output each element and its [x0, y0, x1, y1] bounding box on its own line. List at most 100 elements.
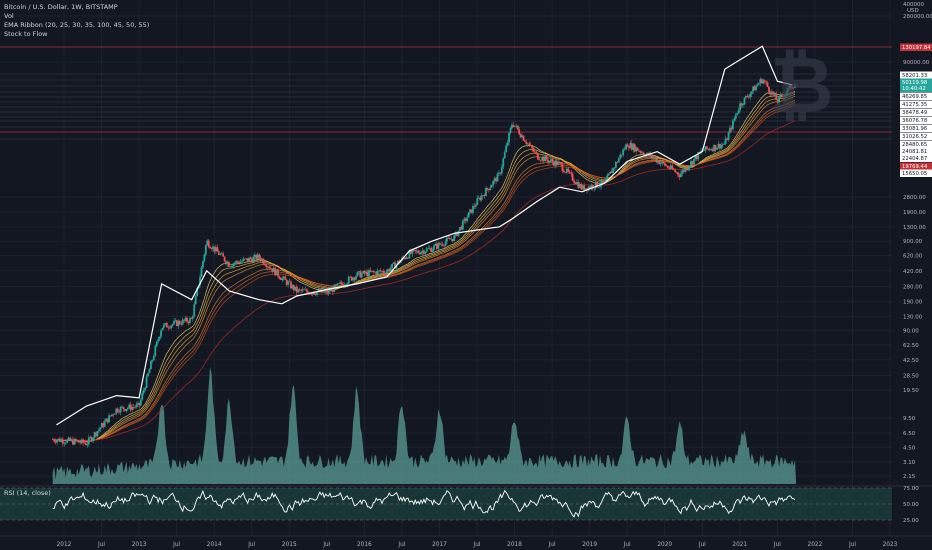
price-candle-body	[461, 220, 464, 230]
ema-ribbon-indicator-label[interactable]: EMA Ribbon (20, 25, 30, 35, 100, 45, 50,…	[4, 21, 150, 29]
price-candle-body	[457, 230, 460, 237]
price-candle-body	[264, 263, 266, 266]
price-candle-body	[274, 267, 277, 276]
rsi-line	[52, 489, 796, 518]
price-candle-body	[684, 167, 687, 172]
price-candle-body	[203, 254, 206, 262]
rsi-indicator-label[interactable]: RSI (14, close)	[4, 489, 51, 497]
price-candle-body	[66, 439, 69, 443]
price-axis-tick: 280000.00	[903, 14, 932, 20]
price-candle-body	[135, 404, 138, 408]
price-candle-body	[108, 415, 110, 423]
price-candle-body	[187, 321, 190, 324]
price-candle-body	[672, 169, 675, 170]
stock-to-flow-indicator-label[interactable]: Stock to Flow	[4, 30, 48, 38]
price-candle-body	[525, 141, 528, 144]
price-candle-body	[474, 204, 477, 207]
price-candle-body	[95, 432, 97, 436]
price-candle-body	[122, 406, 125, 410]
price-candle-body	[139, 399, 142, 406]
price-candle-body	[121, 406, 123, 408]
price-candle-body	[210, 248, 213, 250]
price-candle-body	[496, 173, 499, 182]
time-axis-tick: Jul	[172, 542, 180, 548]
price-axis-tick: 90.00	[903, 329, 919, 335]
price-candle-body	[512, 124, 515, 127]
price-candle-body	[51, 439, 54, 441]
price-candle-body	[730, 127, 733, 130]
level-label-box	[900, 84, 932, 92]
level-label-text: 36076.78	[902, 118, 928, 124]
level-label-text: 58201.33	[902, 73, 927, 79]
price-candle-body	[785, 92, 788, 95]
price-candle-body	[334, 284, 337, 286]
price-axis-tick: 28.50	[903, 373, 919, 379]
time-axis-tick: 2014	[207, 542, 222, 548]
level-label-box	[900, 147, 932, 155]
symbol-title[interactable]: Bitcoin / U.S. Dollar, 1W, BITSTAMP	[4, 3, 118, 11]
price-candle-body	[422, 250, 425, 254]
price-candle-body	[379, 270, 382, 272]
price-candle-body	[342, 284, 344, 286]
price-candle-body	[505, 145, 508, 153]
price-candle-body	[258, 254, 261, 258]
price-candle-body	[680, 173, 682, 178]
price-candle-body	[90, 437, 93, 441]
price-candle-body	[106, 418, 109, 423]
price-candle-body	[183, 319, 186, 321]
price-candle-body	[171, 324, 174, 326]
price-candle-body	[321, 289, 324, 293]
volume-indicator-label[interactable]: Vol	[4, 12, 14, 20]
price-candle-body	[603, 181, 606, 183]
price-candle-body	[128, 404, 131, 408]
price-candle-body	[473, 205, 476, 207]
price-candle-body	[469, 209, 471, 213]
price-candle-body	[219, 254, 222, 255]
price-candle-body	[424, 251, 427, 254]
price-candle-body	[411, 249, 414, 254]
price-candle-body	[111, 414, 113, 417]
price-candle-body	[711, 149, 714, 152]
price-candle-body	[417, 250, 419, 253]
price-candle-body	[64, 442, 67, 444]
price-candle-body	[565, 168, 568, 173]
price-candle-body	[366, 271, 369, 277]
price-candle-body	[740, 103, 743, 106]
price-candle-body	[271, 268, 274, 272]
price-candle-body	[532, 148, 535, 152]
price-candle-body	[752, 86, 755, 92]
price-candle-body	[173, 321, 175, 325]
price-candle-body	[61, 439, 64, 444]
price-candle-body	[165, 323, 168, 328]
price-candle-body	[515, 125, 518, 127]
price-candle-body	[79, 442, 82, 444]
price-candle-body	[545, 156, 548, 160]
price-candle-body	[255, 254, 258, 260]
price-candle-body	[196, 288, 199, 296]
price-candle-body	[480, 195, 483, 201]
level-label-box	[900, 71, 932, 79]
price-candle-body	[578, 184, 581, 188]
price-candle-body	[470, 209, 473, 213]
price-candle-body	[612, 167, 614, 174]
ema-line	[52, 120, 796, 441]
price-axis-tick: 6.50	[903, 431, 916, 437]
price-candle-body	[144, 387, 147, 391]
price-candle-body	[573, 180, 575, 183]
ema-line	[52, 102, 796, 442]
level-label-text: 28480.65	[902, 142, 927, 148]
price-candle-body	[359, 271, 362, 278]
time-axis[interactable]: 2012 Jul 2013 Jul 2014 Jul 2015 Jul 2016 Jul 2017 J…	[0, 535, 932, 548]
price-candle-body	[213, 246, 216, 252]
price-candle-body	[555, 160, 558, 166]
price-candle-body	[522, 135, 525, 141]
price-candle-body	[558, 161, 561, 163]
price-candle-body	[609, 171, 612, 174]
price-candle-body	[112, 414, 115, 416]
price-candle-body	[718, 143, 721, 149]
price-candle-body	[269, 268, 272, 269]
price-candle-body	[145, 376, 148, 388]
level-label-box	[900, 140, 932, 148]
